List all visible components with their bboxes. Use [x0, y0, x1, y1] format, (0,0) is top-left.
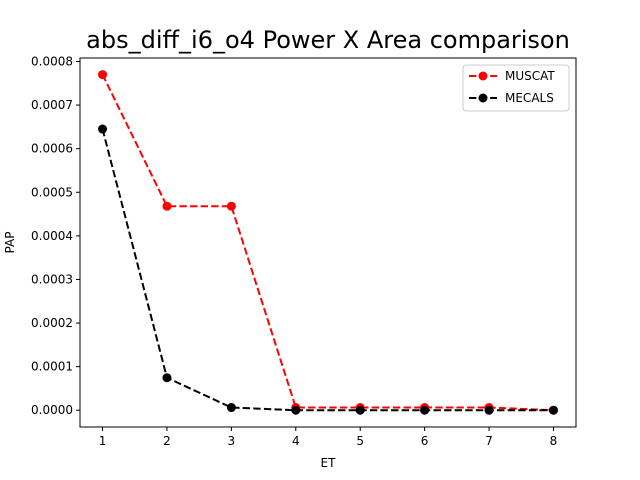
- y-tick-label: 0.0005: [31, 185, 73, 199]
- x-axis: 1 2 3 4 5 6 7 8: [99, 427, 558, 448]
- y-axis-label: PAP: [3, 232, 17, 254]
- legend-frame: [462, 64, 570, 112]
- data-point-muscat: [226, 201, 236, 211]
- x-tick-label: 3: [228, 434, 236, 448]
- y-tick-label: 0.0008: [31, 54, 73, 68]
- data-point-mecals: [548, 405, 558, 415]
- x-tick-label: 8: [550, 434, 558, 448]
- data-point-mecals: [98, 124, 108, 134]
- y-tick-label: 0.0004: [31, 229, 73, 243]
- data-point-muscat: [162, 201, 172, 211]
- y-tick-label: 0.0001: [31, 360, 73, 374]
- y-tick-label: 0.0000: [31, 403, 73, 417]
- data-point-mecals: [226, 403, 236, 413]
- y-tick-label: 0.0007: [31, 98, 73, 112]
- series-layer: [98, 70, 558, 415]
- plot-frame: [79, 57, 577, 428]
- series-line-muscat: [101, 74, 554, 412]
- x-tick-label: 4: [292, 434, 300, 448]
- x-tick-label: 7: [485, 434, 493, 448]
- data-point-muscat: [98, 70, 108, 80]
- legend-marker-muscat: [478, 71, 488, 81]
- series-line-mecals: [101, 128, 554, 412]
- legend-label-muscat: MUSCAT: [505, 69, 555, 83]
- y-tick-label: 0.0003: [31, 272, 73, 286]
- data-point-mecals: [355, 405, 365, 415]
- x-tick-label: 6: [421, 434, 429, 448]
- x-tick-label: 2: [163, 434, 171, 448]
- plot-area: [80, 58, 576, 427]
- data-point-mecals: [291, 405, 301, 415]
- legend: MUSCAT MECALS: [462, 64, 570, 112]
- y-tick-label: 0.0006: [31, 142, 73, 156]
- data-point-mecals: [484, 405, 494, 415]
- x-axis-label: ET: [321, 456, 337, 470]
- chart-title: abs_diff_i6_o4 Power X Area comparison: [86, 26, 570, 54]
- data-point-mecals: [162, 373, 172, 383]
- y-tick-label: 0.0002: [31, 316, 73, 330]
- legend-marker-mecals: [478, 93, 488, 103]
- x-tick-label: 1: [99, 434, 107, 448]
- data-point-mecals: [420, 405, 430, 415]
- x-tick-label: 5: [356, 434, 364, 448]
- y-axis: 0.0000 0.0001 0.0002 0.0003 0.0004 0.0005 0.00…: [31, 54, 80, 417]
- legend-label-mecals: MECALS: [505, 91, 554, 105]
